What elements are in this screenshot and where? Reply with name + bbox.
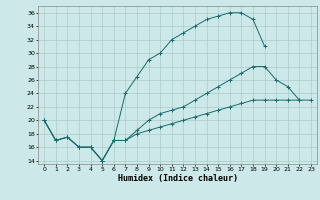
X-axis label: Humidex (Indice chaleur): Humidex (Indice chaleur): [118, 174, 238, 183]
